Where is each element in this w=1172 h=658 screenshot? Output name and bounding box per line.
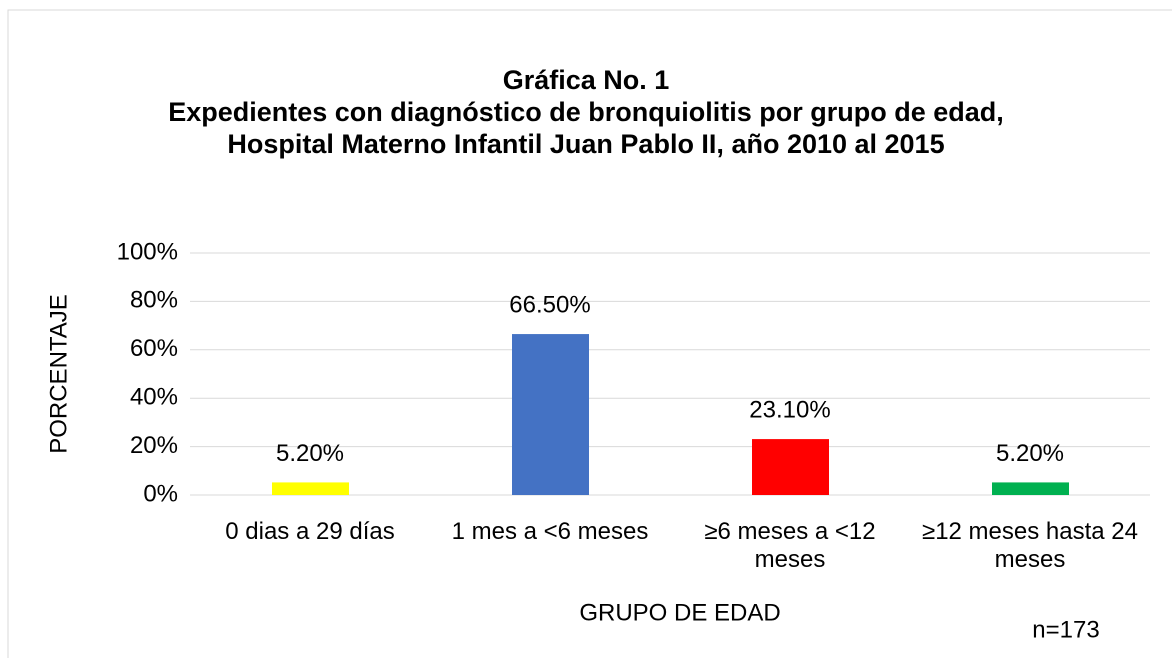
data-label: 23.10%: [749, 396, 830, 423]
data-label: 66.50%: [509, 291, 590, 318]
chart-border: [7, 9, 1172, 658]
data-label: 5.20%: [996, 440, 1064, 467]
x-tick-label: 0 dias a 29 días: [225, 518, 395, 545]
y-tick-label: 20%: [130, 432, 178, 459]
y-tick-label: 80%: [130, 287, 178, 314]
y-tick-label: 100%: [117, 238, 178, 265]
x-tick-label: ≥6 meses a <12 meses: [704, 518, 876, 573]
chart-subtitle: Expedientes con diagnóstico de bronquiol…: [168, 97, 1004, 159]
y-tick-label: 40%: [130, 384, 178, 411]
chart-title: Gráfica No. 1: [502, 65, 670, 95]
data-label: 5.20%: [276, 440, 344, 467]
y-tick-label: 0%: [143, 480, 178, 507]
annotation: n=173: [1032, 616, 1099, 643]
x-tick-label: 1 mes a <6 meses: [451, 518, 649, 545]
x-tick-label: ≥12 meses hasta 24 meses: [922, 518, 1138, 573]
y-tick-label: 60%: [130, 335, 178, 362]
x-axis-label: GRUPO DE EDAD: [579, 599, 780, 626]
bar: [752, 439, 829, 495]
bar: [992, 482, 1069, 495]
bar: [512, 334, 589, 495]
bar: [272, 482, 349, 495]
y-axis-label: PORCENTAJE: [45, 294, 72, 454]
